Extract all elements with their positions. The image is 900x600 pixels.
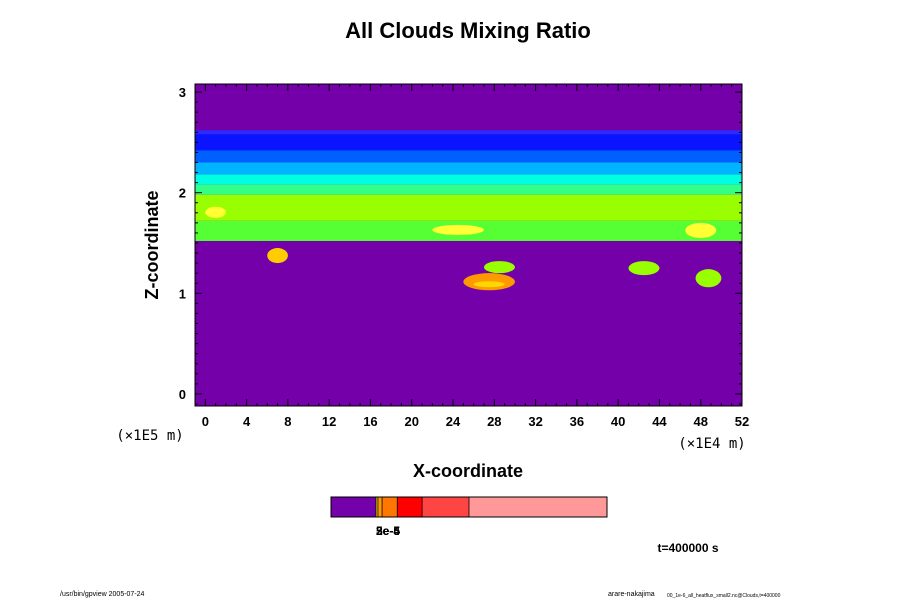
x-tick-label-12: 48 [693, 414, 707, 429]
x-tick-label-13: 52 [735, 414, 749, 429]
colorbar-tick-labels: 2e-43e-55e-5 [376, 524, 400, 538]
footer-right-main: arare-nakajima [608, 591, 655, 598]
contour-band-6 [195, 194, 742, 221]
colorbar-segment-2 [377, 497, 383, 517]
cloud-patch-4 [695, 269, 722, 288]
cloud-patch-3 [628, 261, 660, 276]
y-tick-label-2: 2 [179, 186, 186, 201]
cloud-patch-5 [685, 222, 717, 238]
colorbar-segment-5 [422, 497, 469, 517]
contour-band-2 [195, 150, 742, 163]
x-axis-label: X-coordinate [413, 461, 523, 481]
y-tick-label-3: 3 [179, 85, 186, 100]
x-tick-label-10: 40 [611, 414, 625, 429]
y-tick-label-1: 1 [179, 286, 186, 301]
cloud-patch-8 [432, 224, 484, 235]
chart-title: All Clouds Mixing Ratio [345, 18, 591, 43]
contour-band-5 [195, 184, 742, 195]
contour-band-1 [195, 134, 742, 153]
colorbar [330, 496, 608, 518]
contour-band-3 [195, 162, 742, 175]
x-tick-label-7: 28 [487, 414, 501, 429]
colorbar-tick-label-1: 3e-5 [376, 524, 400, 538]
x-tick-label-5: 20 [405, 414, 419, 429]
x-axis-unit: (×1E4 m) [678, 436, 745, 452]
x-tick-label-11: 44 [652, 414, 667, 429]
cloud-patch-1 [473, 281, 505, 288]
footer-right-sub: 00_1e-6_all_heatflux_small2.nc@Clouds,t=… [667, 593, 781, 599]
plot-area [194, 83, 743, 407]
contour-band-4 [195, 174, 742, 185]
x-tick-label-9: 36 [570, 414, 584, 429]
colorbar-tick-label-0: 2e-4 [376, 524, 400, 538]
y-axis-label: Z-coordinate [142, 190, 162, 299]
cloud-patch-6 [267, 248, 288, 264]
x-tick-label-8: 32 [528, 414, 542, 429]
plot-frame [194, 83, 743, 407]
colorbar-segment-1 [375, 497, 378, 517]
x-axis-ticks: 0 4 8 12 16 20 24 28 32 36 40 44 48 52 [194, 84, 749, 429]
y-axis-ticks: 0 1 2 3 [179, 85, 742, 405]
x-tick-label-2: 8 [284, 414, 291, 429]
y-tick-label-0: 0 [179, 387, 186, 402]
colorbar-segment-0 [331, 497, 376, 517]
colorbar-frame [330, 496, 608, 518]
colorbar-segment-3 [382, 497, 398, 517]
contour-band-0 [195, 130, 742, 135]
x-tick-label-4: 16 [363, 414, 377, 429]
cloud-patch-7 [205, 206, 226, 218]
colorbar-segment-4 [397, 497, 423, 517]
x-tick-label-6: 24 [446, 414, 461, 429]
x-tick-label-3: 12 [322, 414, 336, 429]
x-tick-label-0: 0 [202, 414, 209, 429]
colorbar-segment-6 [469, 497, 607, 517]
time-label: t=400000 s [657, 541, 718, 555]
footer-left: /usr/bin/gpview 2005-07-24 [60, 591, 145, 598]
x-tick-label-1: 4 [243, 414, 251, 429]
cloud-patch-2 [483, 261, 515, 274]
colorbar-tick-label-2: 5e-5 [376, 524, 400, 538]
y-axis-unit: (×1E5 m) [116, 428, 183, 444]
